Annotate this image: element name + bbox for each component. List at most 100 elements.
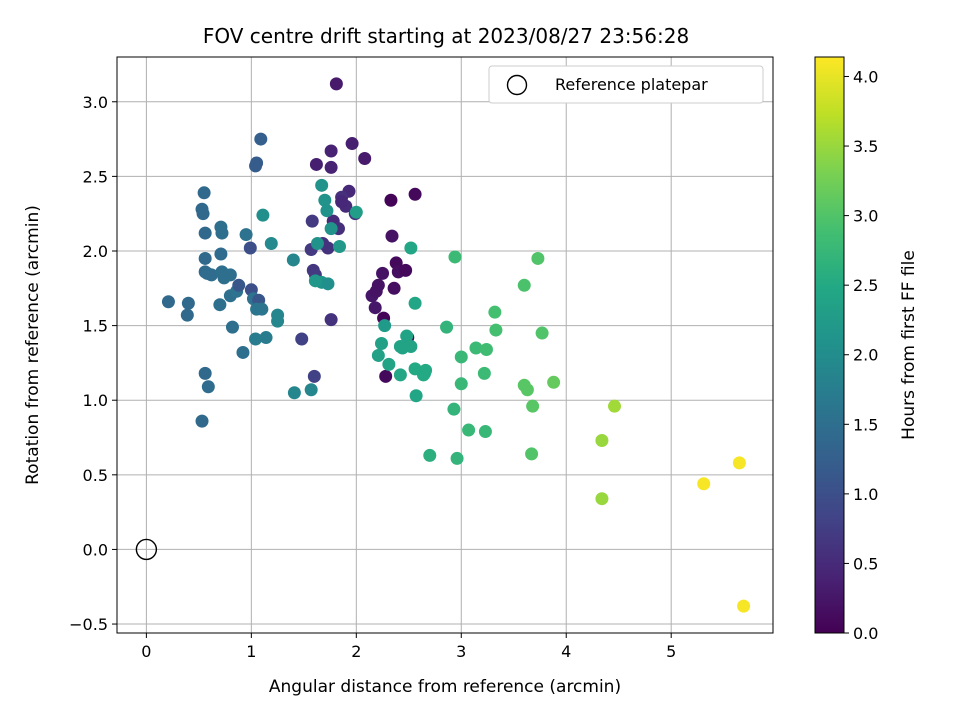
data-point	[304, 383, 318, 397]
data-point	[308, 274, 322, 288]
y-tick-label: 1.0	[83, 391, 108, 410]
colorbar-label: Hours from first FF file	[899, 250, 919, 440]
x-axis-ticks: 0 1 2 3 4 5	[141, 633, 676, 661]
plot-frame	[116, 56, 774, 634]
legend-reference-icon	[506, 74, 528, 96]
data-point	[478, 425, 492, 439]
data-point	[440, 320, 454, 334]
x-tick-label: 3	[456, 642, 466, 661]
colorbar-ticks: 0.0 0.5 1.0 1.5 2.0 2.5 3.0 3.5 4.0	[844, 67, 878, 643]
reference-marker-layer	[135, 538, 158, 561]
colorbar-tick-label: 1.5	[853, 415, 878, 434]
data-point	[180, 308, 194, 322]
data-point	[198, 251, 212, 265]
colorbar: 0.0 0.5 1.0 1.5 2.0 2.5 3.0 3.5 4.0 Hours from f…	[814, 56, 919, 643]
data-point	[213, 298, 227, 312]
data-point	[249, 332, 263, 346]
data-point	[462, 423, 476, 437]
data-point	[547, 375, 561, 389]
data-point	[259, 331, 273, 345]
data-point	[333, 240, 347, 254]
data-point	[335, 195, 349, 209]
data-point	[198, 226, 212, 240]
data-point	[287, 386, 301, 400]
scatter-points	[161, 77, 751, 613]
data-point	[349, 205, 363, 219]
data-point	[488, 305, 502, 319]
chart-title: FOV centre drift starting at 2023/08/27 …	[203, 24, 689, 48]
data-point	[295, 332, 309, 346]
data-point	[376, 266, 390, 280]
data-point	[320, 204, 334, 218]
data-point	[161, 295, 175, 309]
legend: Reference platepar	[488, 65, 764, 104]
data-point	[324, 222, 338, 236]
reference-platepar-marker	[135, 538, 158, 561]
data-point	[324, 313, 338, 327]
data-point	[399, 263, 413, 277]
data-point	[409, 389, 423, 403]
data-point	[408, 187, 422, 201]
data-point	[520, 383, 534, 397]
y-axis-ticks: −0.5 0.0 0.5 1.0 1.5 2.0 2.5 3.0	[69, 93, 117, 634]
x-axis-label: Angular distance from reference (arcmin)	[269, 677, 621, 697]
data-point	[404, 339, 418, 353]
grid-lines	[117, 57, 773, 633]
colorbar-tick-label: 0.0	[853, 624, 878, 643]
legend-box	[488, 65, 764, 104]
data-point	[324, 160, 338, 174]
data-point	[254, 132, 268, 146]
data-point	[255, 302, 269, 316]
colorbar-tick-label: 3.0	[853, 207, 878, 226]
data-point	[423, 448, 437, 462]
data-point	[393, 368, 407, 382]
x-tick-label: 2	[351, 642, 361, 661]
data-point	[489, 323, 503, 337]
data-point	[195, 414, 209, 428]
data-point	[378, 319, 392, 333]
colorbar-tick-label: 2.0	[853, 346, 878, 365]
colorbar-tick-label: 1.0	[853, 485, 878, 504]
data-point	[454, 350, 468, 364]
y-tick-label: 2.5	[83, 167, 108, 186]
y-tick-label: 1.5	[83, 317, 108, 336]
colorbar-tick-label: 0.5	[853, 554, 878, 573]
data-point	[214, 247, 228, 261]
data-point	[271, 314, 285, 328]
data-point	[329, 77, 343, 91]
data-point	[379, 369, 393, 383]
data-point	[697, 477, 711, 491]
data-point	[732, 456, 746, 470]
data-point	[374, 337, 388, 351]
y-tick-label: 0.0	[83, 540, 108, 559]
data-point	[345, 137, 359, 151]
data-point	[531, 251, 545, 265]
data-point	[525, 447, 539, 461]
data-point	[469, 341, 483, 355]
data-point	[307, 369, 321, 383]
colorbar-tick-label: 2.5	[853, 276, 878, 295]
data-point	[321, 277, 335, 291]
data-point	[447, 402, 461, 416]
data-point	[368, 301, 382, 315]
data-point	[369, 284, 383, 298]
data-point	[517, 278, 531, 292]
y-tick-label: 3.0	[83, 93, 108, 112]
x-tick-label: 0	[141, 642, 151, 661]
data-point	[236, 345, 250, 359]
y-tick-label: 2.0	[83, 242, 108, 261]
data-point	[387, 281, 401, 295]
data-point	[382, 357, 396, 371]
data-point	[264, 237, 278, 251]
data-point	[249, 159, 263, 173]
x-tick-label: 4	[561, 642, 571, 661]
data-point	[450, 451, 464, 465]
data-point	[595, 434, 609, 448]
y-axis-label: Rotation from reference (arcmin)	[23, 205, 43, 485]
data-point	[286, 253, 300, 267]
legend-reference-label: Reference platepar	[555, 75, 708, 94]
data-point	[232, 278, 246, 292]
data-point	[225, 320, 239, 334]
data-point	[477, 366, 491, 380]
colorbar-gradient	[814, 56, 845, 634]
